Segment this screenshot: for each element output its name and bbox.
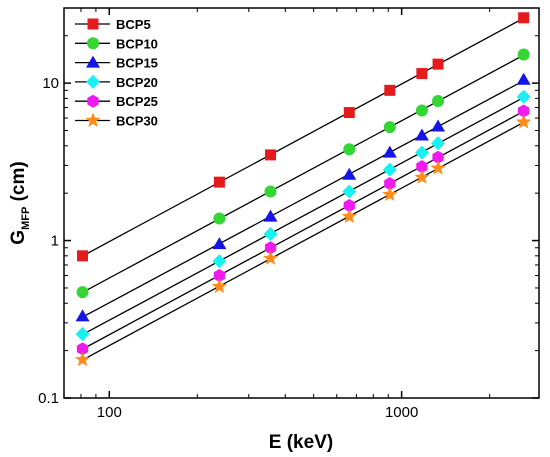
marker-bcp30-1 <box>211 278 227 294</box>
fit-line-bcp30 <box>82 121 524 361</box>
y-axis-title-unit: (cm) <box>8 161 29 206</box>
marker-bcp30-7 <box>516 114 532 129</box>
marker-bcp10-5 <box>415 104 428 117</box>
legend-label-bcp30: BCP30 <box>116 114 158 129</box>
marker-bcp5-7 <box>518 12 530 24</box>
marker-bcp10-7 <box>517 48 530 61</box>
marker-bcp15-6 <box>431 119 446 132</box>
marker-bcp5-1 <box>213 176 225 188</box>
y-axis-title: GMFP (cm) <box>8 161 32 244</box>
legend-marker-bcp25 <box>87 94 99 108</box>
y-tick-label: 0.1 <box>38 390 59 407</box>
marker-bcp25-2 <box>264 241 277 255</box>
legend-label-bcp10: BCP10 <box>116 36 158 51</box>
marker-bcp10-4 <box>383 121 396 134</box>
marker-bcp5-0 <box>77 250 89 262</box>
marker-bcp10-0 <box>76 286 89 299</box>
marker-bcp15-3 <box>342 167 357 180</box>
marker-bcp20-1 <box>212 254 227 269</box>
data-markers <box>74 12 532 367</box>
marker-bcp30-3 <box>341 208 357 224</box>
marker-bcp25-0 <box>76 342 89 356</box>
y-tick-label: 1 <box>51 233 59 250</box>
marker-bcp25-3 <box>343 198 355 212</box>
marker-bcp20-5 <box>414 145 429 160</box>
marker-bcp30-6 <box>430 160 446 175</box>
marker-bcp20-2 <box>263 227 278 242</box>
marker-bcp10-3 <box>343 143 356 156</box>
marker-bcp25-6 <box>432 150 444 164</box>
marker-bcp15-7 <box>516 72 531 85</box>
legend-label-bcp25: BCP25 <box>116 94 158 109</box>
marker-bcp5-5 <box>416 68 428 80</box>
fit-line-bcp5 <box>82 17 524 257</box>
legend-marker-bcp20 <box>86 74 100 89</box>
marker-bcp5-6 <box>432 58 444 70</box>
legend: BCP5 BCP10 BCP15 BCP20 BCP25 BCP30 <box>75 17 158 129</box>
fit-lines <box>82 17 524 361</box>
fit-line-bcp15 <box>82 80 524 318</box>
marker-bcp25-5 <box>416 160 428 174</box>
legend-label-bcp20: BCP20 <box>116 75 158 90</box>
marker-bcp30-0 <box>74 351 91 367</box>
y-axis-title-main: G <box>8 230 29 245</box>
marker-bcp15-0 <box>75 309 90 322</box>
marker-bcp15-1 <box>212 237 227 250</box>
fit-line-bcp20 <box>82 96 524 336</box>
legend-marker-bcp30 <box>85 112 101 127</box>
legend-label-bcp15: BCP15 <box>116 56 158 71</box>
marker-bcp25-4 <box>384 177 396 191</box>
marker-bcp20-4 <box>382 162 397 177</box>
x-axis-title: E (keV) <box>269 432 333 453</box>
fit-line-bcp25 <box>82 110 524 350</box>
legend-marker-bcp10 <box>87 37 99 50</box>
marker-bcp10-2 <box>264 185 277 198</box>
marker-bcp10-6 <box>432 94 445 107</box>
marker-bcp20-6 <box>431 136 446 151</box>
legend-label-bcp5: BCP5 <box>116 17 151 32</box>
marker-bcp20-7 <box>516 89 531 104</box>
marker-bcp5-3 <box>343 107 355 119</box>
marker-bcp5-4 <box>384 84 396 96</box>
y-tick-label: 10 <box>42 75 59 92</box>
marker-bcp15-2 <box>263 209 278 222</box>
axes: 0.1 1 10 100 1000 <box>38 7 539 421</box>
marker-bcp10-1 <box>213 212 226 225</box>
legend-marker-bcp5 <box>87 18 99 30</box>
x-tick-label: 100 <box>97 404 122 421</box>
marker-bcp15-5 <box>414 128 429 141</box>
marker-bcp30-4 <box>382 186 398 202</box>
marker-bcp20-0 <box>75 326 90 341</box>
marker-bcp30-5 <box>414 169 430 184</box>
marker-bcp20-3 <box>342 184 357 199</box>
marker-bcp25-7 <box>518 104 530 118</box>
fit-line-bcp10 <box>82 54 524 293</box>
plot-frame <box>63 7 540 399</box>
x-tick-label: 1000 <box>385 404 418 421</box>
marker-bcp30-2 <box>262 250 279 265</box>
marker-bcp25-1 <box>213 268 226 282</box>
legend-marker-bcp15 <box>86 55 100 68</box>
y-axis-title-subscript: MFP <box>20 207 32 230</box>
marker-bcp15-4 <box>382 145 397 158</box>
marker-bcp5-2 <box>265 149 277 161</box>
